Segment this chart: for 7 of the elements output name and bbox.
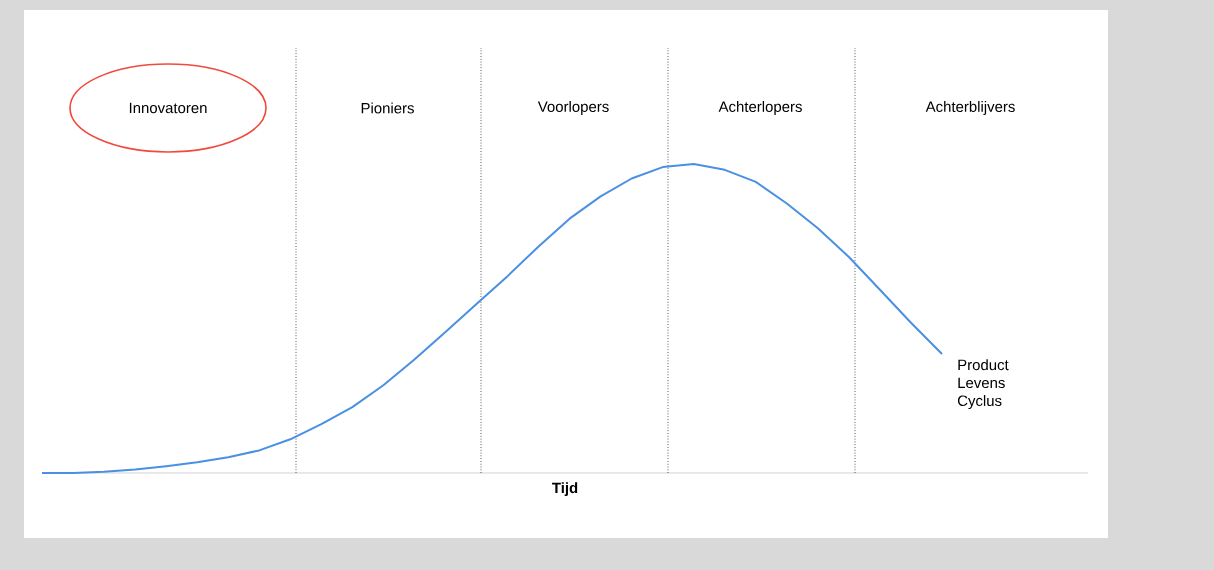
text: Achterblijvers [925, 101, 1015, 115]
text: Voorlopers [537, 101, 609, 115]
x-axis-title: Tijd [552, 482, 578, 497]
text: Innovatoren [129, 102, 207, 114]
series-label: Product Levens Cyclus [957, 359, 1009, 409]
text: Pioniers [361, 102, 414, 114]
text: Achterlopers [718, 101, 802, 115]
